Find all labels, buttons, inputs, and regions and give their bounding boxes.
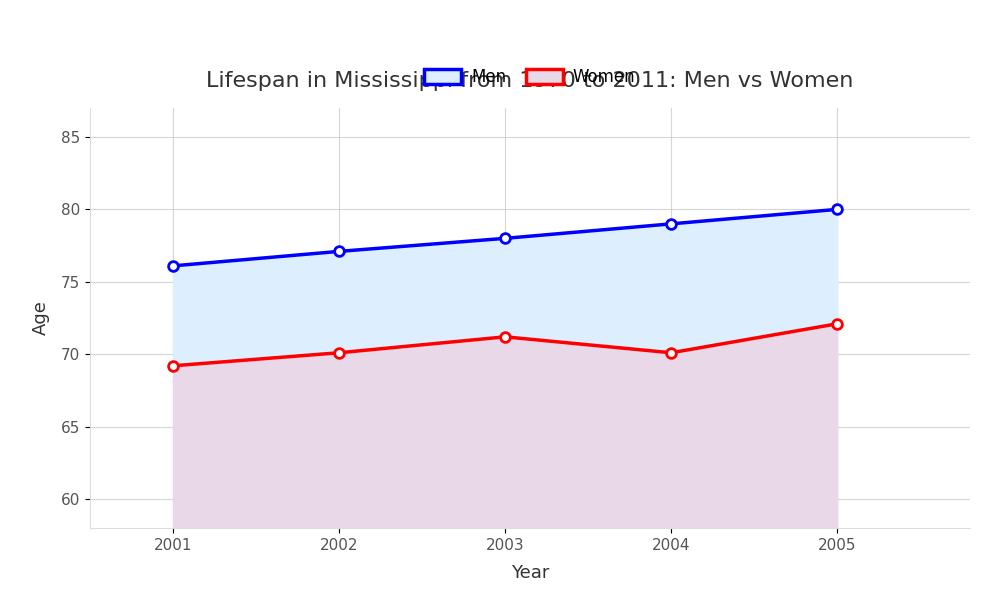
Y-axis label: Age: Age	[32, 301, 50, 335]
Legend: Men, Women: Men, Women	[418, 62, 642, 93]
X-axis label: Year: Year	[511, 564, 549, 582]
Title: Lifespan in Mississippi from 1970 to 2011: Men vs Women: Lifespan in Mississippi from 1970 to 201…	[206, 71, 854, 91]
